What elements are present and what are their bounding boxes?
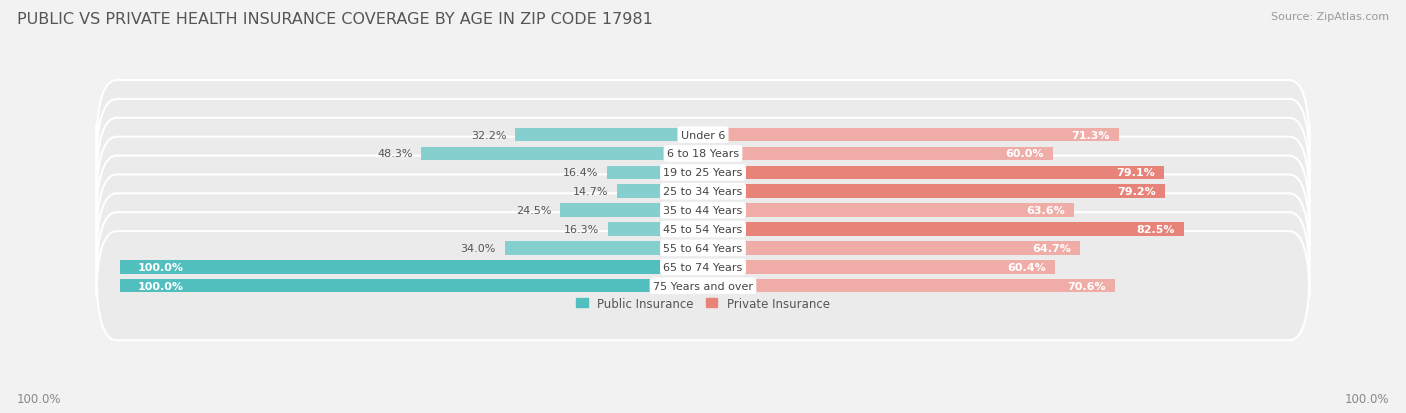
Text: 32.2%: 32.2% (471, 130, 506, 140)
Text: 79.1%: 79.1% (1116, 168, 1156, 178)
Text: 75 Years and over: 75 Years and over (652, 281, 754, 291)
Text: 65 to 74 Years: 65 to 74 Years (664, 262, 742, 272)
Text: Under 6: Under 6 (681, 130, 725, 140)
Bar (703, 204, 1074, 217)
Text: 14.7%: 14.7% (574, 187, 609, 197)
Text: 60.0%: 60.0% (1005, 149, 1045, 159)
Text: 48.3%: 48.3% (377, 149, 412, 159)
Text: 63.6%: 63.6% (1026, 206, 1066, 216)
Text: 70.6%: 70.6% (1067, 281, 1107, 291)
Text: 16.3%: 16.3% (564, 225, 599, 235)
Bar (515, 128, 703, 142)
FancyBboxPatch shape (97, 156, 1309, 265)
Text: 35 to 44 Years: 35 to 44 Years (664, 206, 742, 216)
Bar (703, 128, 1119, 142)
Text: 55 to 64 Years: 55 to 64 Years (664, 243, 742, 253)
Bar (607, 223, 703, 236)
Bar (703, 185, 1164, 199)
Text: 100.0%: 100.0% (17, 392, 62, 405)
Text: 6 to 18 Years: 6 to 18 Years (666, 149, 740, 159)
Text: 79.2%: 79.2% (1118, 187, 1156, 197)
Bar (120, 279, 703, 293)
Text: 71.3%: 71.3% (1071, 130, 1109, 140)
Text: 100.0%: 100.0% (138, 262, 183, 272)
Bar (703, 166, 1164, 180)
FancyBboxPatch shape (97, 232, 1309, 340)
Text: 100.0%: 100.0% (1344, 392, 1389, 405)
Bar (703, 242, 1080, 255)
Text: 25 to 34 Years: 25 to 34 Years (664, 187, 742, 197)
Bar (617, 185, 703, 199)
FancyBboxPatch shape (97, 81, 1309, 190)
Text: 64.7%: 64.7% (1032, 243, 1071, 253)
Bar (422, 147, 703, 161)
FancyBboxPatch shape (97, 194, 1309, 303)
Bar (703, 147, 1053, 161)
Text: 16.4%: 16.4% (564, 168, 599, 178)
Text: 34.0%: 34.0% (461, 243, 496, 253)
Bar (505, 242, 703, 255)
FancyBboxPatch shape (97, 213, 1309, 322)
FancyBboxPatch shape (97, 119, 1309, 228)
Text: 24.5%: 24.5% (516, 206, 551, 216)
Bar (120, 260, 703, 274)
Bar (607, 166, 703, 180)
FancyBboxPatch shape (97, 138, 1309, 246)
Text: 45 to 54 Years: 45 to 54 Years (664, 225, 742, 235)
Bar (560, 204, 703, 217)
Text: PUBLIC VS PRIVATE HEALTH INSURANCE COVERAGE BY AGE IN ZIP CODE 17981: PUBLIC VS PRIVATE HEALTH INSURANCE COVER… (17, 12, 652, 27)
Text: 60.4%: 60.4% (1008, 262, 1046, 272)
Bar (703, 223, 1184, 236)
FancyBboxPatch shape (97, 175, 1309, 284)
Bar (703, 279, 1115, 293)
Text: 19 to 25 Years: 19 to 25 Years (664, 168, 742, 178)
FancyBboxPatch shape (97, 100, 1309, 209)
Legend: Public Insurance, Private Insurance: Public Insurance, Private Insurance (571, 292, 835, 315)
Text: 82.5%: 82.5% (1137, 225, 1175, 235)
Bar (703, 260, 1054, 274)
Text: 100.0%: 100.0% (138, 281, 183, 291)
Text: Source: ZipAtlas.com: Source: ZipAtlas.com (1271, 12, 1389, 22)
